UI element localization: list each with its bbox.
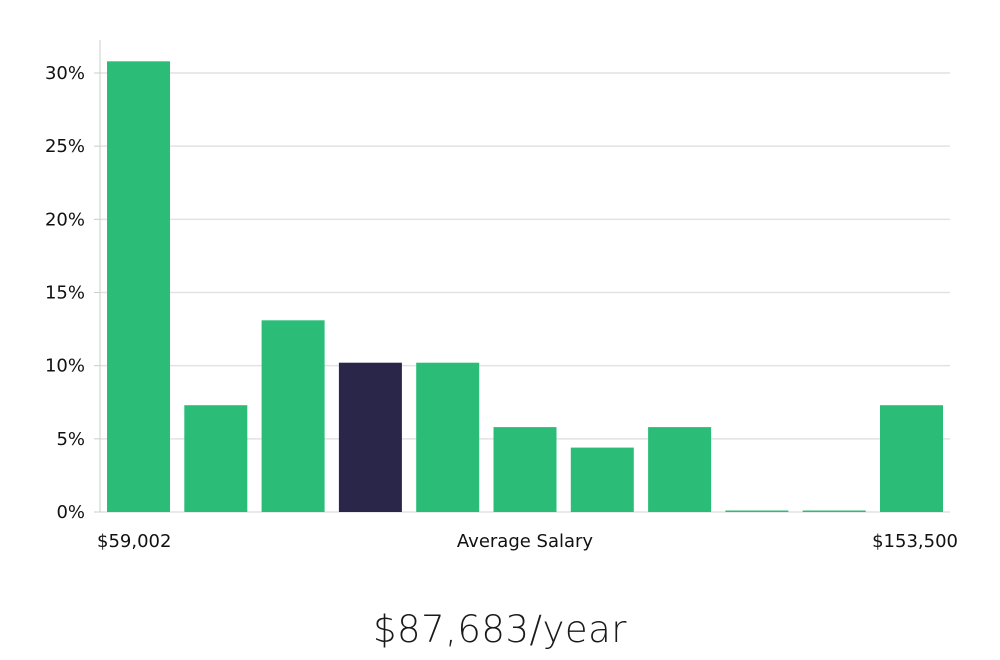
y-tick-label: 20%: [45, 209, 85, 230]
bar: [802, 510, 866, 512]
x-max-label: $153,500: [872, 531, 958, 552]
y-tick-label: 10%: [45, 356, 85, 377]
y-tick-label: 5%: [56, 429, 85, 450]
y-axis: 0% 5% 10% 15% 20% 25% 30%: [45, 63, 100, 523]
x-center-label: Average Salary: [457, 531, 594, 552]
y-tick-label: 25%: [45, 136, 85, 157]
bar: [416, 362, 480, 512]
bar: [261, 320, 325, 512]
bar: [184, 405, 248, 512]
bar: [880, 405, 943, 512]
bar: [648, 427, 712, 512]
x-min-label: $59,002: [97, 531, 171, 552]
bar: [725, 510, 789, 512]
average-salary-value: $87,683/year: [372, 608, 627, 651]
bar: [570, 447, 634, 512]
salary-histogram: 0% 5% 10% 15% 20% 25% 30% $59,002 Average Sala…: [45, 40, 958, 552]
bar-highlighted: [338, 362, 402, 512]
y-tick-label: 0%: [56, 502, 85, 523]
y-tick-label: 30%: [45, 63, 85, 84]
y-tick-label: 15%: [45, 283, 85, 304]
bars: [107, 61, 943, 513]
bar: [493, 427, 557, 512]
bar: [107, 61, 170, 513]
